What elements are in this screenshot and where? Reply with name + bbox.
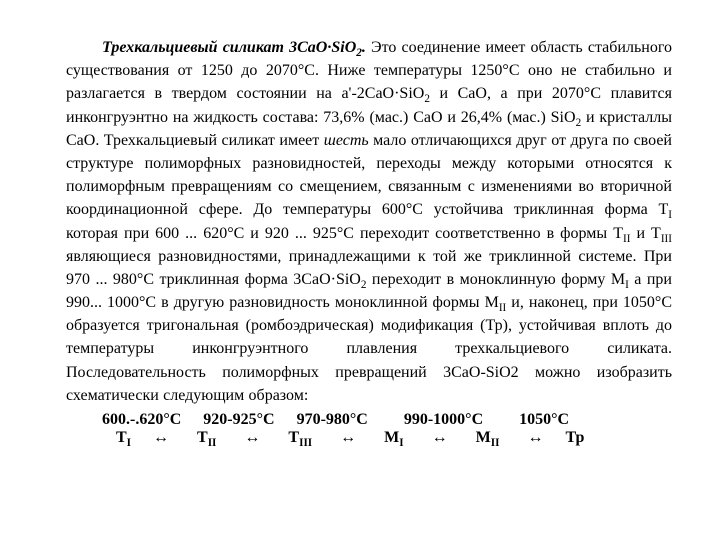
arrow-icon: ↔ — [244, 429, 260, 446]
phase-4: М — [476, 429, 491, 446]
phase-2: Т — [288, 429, 299, 446]
temp-4: 1050°С — [519, 411, 569, 428]
temp-3: 990-1000°С — [404, 411, 483, 428]
arrow-icon: ↔ — [432, 429, 448, 446]
italic-six: шесть — [324, 132, 369, 149]
sub-2: I — [668, 210, 672, 222]
temp-1: 920-925°С — [203, 411, 274, 428]
compound-title: Трехкальциевый силикат 3CaO·SiO2. — [102, 39, 366, 56]
phase-sub-0: I — [127, 437, 131, 449]
phase-sub-3: I — [399, 437, 403, 449]
temperature-row: 600.-.620°С 920-925°С 970-980°С 990-1000°С 1… — [102, 411, 672, 429]
phase-sub-2: III — [299, 437, 312, 449]
main-paragraph: Трехкальциевый силикат 3CaO·SiO2. Это со… — [66, 36, 672, 407]
body-5: и Т — [630, 225, 660, 242]
phase-row: ТI↔ТII↔ТIII↔MI↔МII↔Тр — [102, 429, 672, 447]
phase-sub-1: II — [208, 437, 217, 449]
arrow-icon: ↔ — [527, 429, 543, 446]
temp-2: 970-980°С — [297, 411, 368, 428]
phase-sub-4: II — [491, 437, 500, 449]
phase-1: Т — [197, 429, 208, 446]
arrow-icon: ↔ — [340, 429, 356, 446]
body-4: которая при 600 ... 620°С и 920 ... 925°… — [66, 225, 623, 242]
body-7: переходит в моноклинную форму M — [366, 271, 625, 288]
phase-0: Т — [116, 429, 127, 446]
sequence-diagram: 600.-.620°С 920-925°С 970-980°С 990-1000°С 1… — [66, 411, 672, 447]
temp-0: 600.-.620°С — [102, 411, 181, 428]
phase-5: Тр — [565, 429, 584, 446]
phase-3: M — [384, 429, 399, 446]
title-text: Трехкальциевый силикат 3CaO·SiO — [102, 39, 356, 56]
arrow-icon: ↔ — [153, 429, 169, 446]
sub-4: III — [661, 233, 672, 245]
